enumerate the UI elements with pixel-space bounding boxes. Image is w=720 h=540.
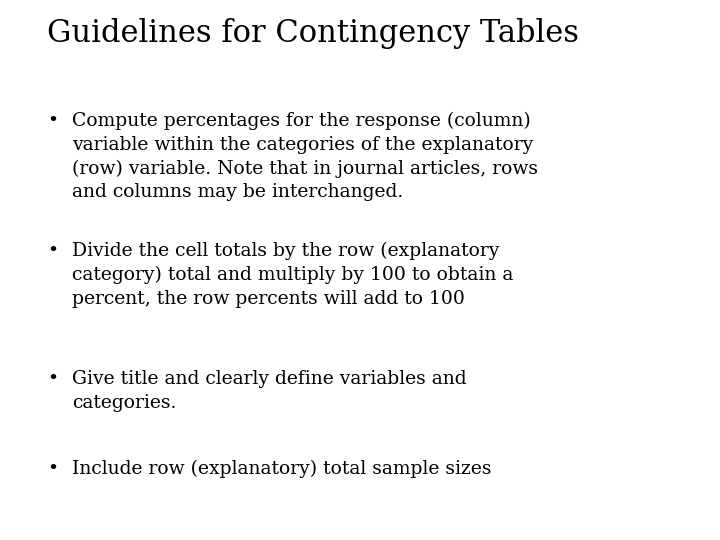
Text: Compute percentages for the response (column)
variable within the categories of : Compute percentages for the response (co…: [72, 112, 538, 201]
Text: •: •: [47, 370, 58, 388]
Text: Include row (explanatory) total sample sizes: Include row (explanatory) total sample s…: [72, 460, 492, 478]
Text: Give title and clearly define variables and
categories.: Give title and clearly define variables …: [72, 370, 467, 411]
Text: •: •: [47, 460, 58, 478]
Text: Divide the cell totals by the row (explanatory
category) total and multiply by 1: Divide the cell totals by the row (expla…: [72, 242, 513, 308]
Text: •: •: [47, 242, 58, 260]
Text: •: •: [47, 112, 58, 130]
Text: Guidelines for Contingency Tables: Guidelines for Contingency Tables: [47, 18, 579, 49]
